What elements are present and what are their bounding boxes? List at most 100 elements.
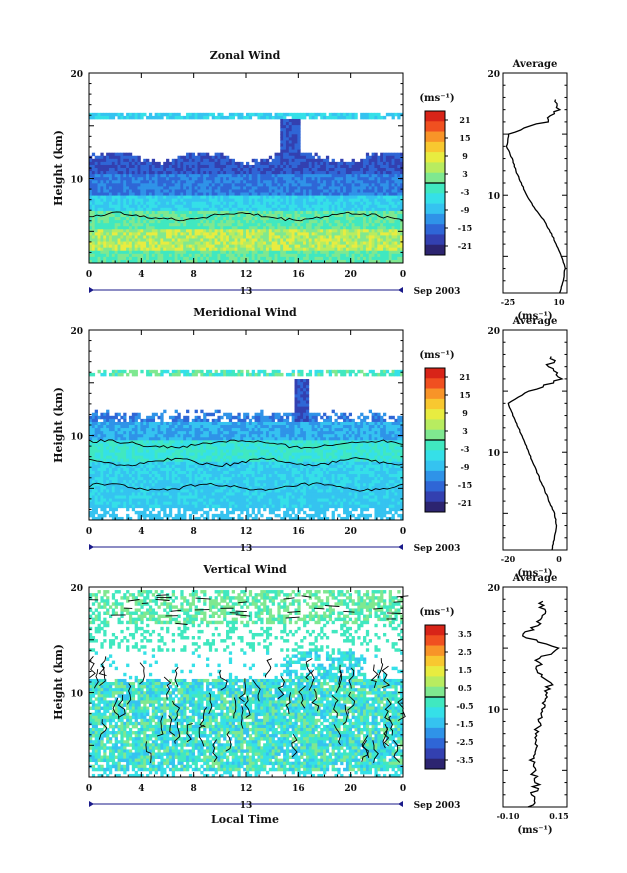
heatmap-cell [143,425,147,429]
heatmap-cell [151,259,156,264]
heatmap-cell [120,183,124,187]
heatmap-cell [374,112,378,117]
heatmap-cell [248,180,253,184]
heatmap-cell [103,477,107,481]
heatmap-cell [188,244,193,249]
heatmap-cell [360,207,364,212]
heatmap-cell [151,204,156,209]
heatmap-cell [365,198,370,203]
heatmap-cell [294,168,298,172]
heatmap-cell [288,235,293,239]
heatmap-cell [166,241,170,246]
heatmap-cell [123,369,127,374]
heatmap-cell [297,213,301,218]
heatmap-cell [148,189,153,193]
heatmap-cell [108,467,113,472]
heatmap-cell [274,195,278,200]
heatmap-cell [400,241,404,246]
heatmap-cell [126,210,130,215]
heatmap-cell [106,477,110,481]
heatmap-cell [343,112,347,117]
heatmap-cell [285,183,290,187]
heatmap-cell [274,192,278,196]
panel-title: Meridional Wind [193,306,297,319]
heatmap-cell [94,186,98,190]
heatmap-cell [291,195,295,200]
heatmap-cell [203,247,207,252]
heatmap-cell [134,434,138,438]
heatmap-cell [206,229,210,233]
heatmap-cell [351,164,355,169]
heatmap-cell [283,189,287,193]
heatmap-cell [134,247,138,252]
heatmap-cell [257,168,261,172]
heatmap-cell [94,483,98,487]
heatmap-cell [143,510,147,515]
heatmap-cell [197,152,201,157]
heatmap-cell [394,210,398,215]
heatmap-cell [388,220,392,224]
heatmap-cell [248,223,253,227]
heatmap-cell [300,112,304,117]
heatmap-cell [177,250,181,255]
heatmap-cell [143,452,147,457]
heatmap-cell [354,168,358,172]
heatmap-cell [148,458,153,463]
heatmap-cell [288,201,293,206]
heatmap-cell [97,186,101,190]
heatmap-cell [163,198,167,203]
heatmap-cell [277,235,281,239]
heatmap-cell [251,223,255,227]
heatmap-cell [168,168,173,172]
heatmap-cell [348,195,353,200]
heatmap-cell [348,189,353,193]
heatmap-cell [357,180,361,184]
heatmap-cell [220,198,224,203]
heatmap-cell [257,207,261,212]
heatmap-cell [131,250,136,255]
heatmap-cell [126,247,130,252]
heatmap-cell [97,158,101,163]
heatmap-cell [283,201,287,206]
heatmap-cell [294,223,298,227]
heatmap-cell [343,259,347,264]
heatmap-cell [203,192,207,196]
heatmap-cell [186,247,190,252]
heatmap-cell [280,143,284,147]
heatmap-cell [288,118,293,123]
heatmap-cell [114,501,118,506]
heatmap-cell [168,174,173,178]
heatmap-cell [300,192,304,196]
heatmap-cell [97,161,101,166]
heatmap-cell [154,250,158,255]
heatmap-cell [200,198,204,203]
heatmap-cell [197,174,201,178]
heatmap-cell [331,244,335,249]
heatmap-cell [374,186,378,190]
heatmap-cell [314,232,318,236]
heatmap-cell [180,217,184,221]
heatmap-cell [368,177,372,181]
heatmap-cell [394,238,398,242]
heatmap-cell [268,204,273,209]
heatmap-cell [134,256,138,261]
heatmap-cell [234,229,238,233]
heatmap-cell [97,238,101,242]
heatmap-cell [103,223,107,227]
heatmap-cell [103,198,107,203]
heatmap-cell [206,210,210,215]
heatmap-cell [240,247,244,252]
heatmap-cell [291,220,295,224]
heatmap-cell [377,174,381,178]
heatmap-cell [128,428,133,432]
heatmap-cell [117,486,121,490]
heatmap-cell [174,253,178,258]
heatmap-cell [368,232,372,236]
heatmap-cell [251,229,255,233]
heatmap-cell [328,229,333,233]
heatmap-cell [357,204,361,209]
heatmap-cell [143,232,147,236]
heatmap-cell [217,207,221,212]
heatmap-cell [323,189,327,193]
heatmap-cell [123,155,127,160]
